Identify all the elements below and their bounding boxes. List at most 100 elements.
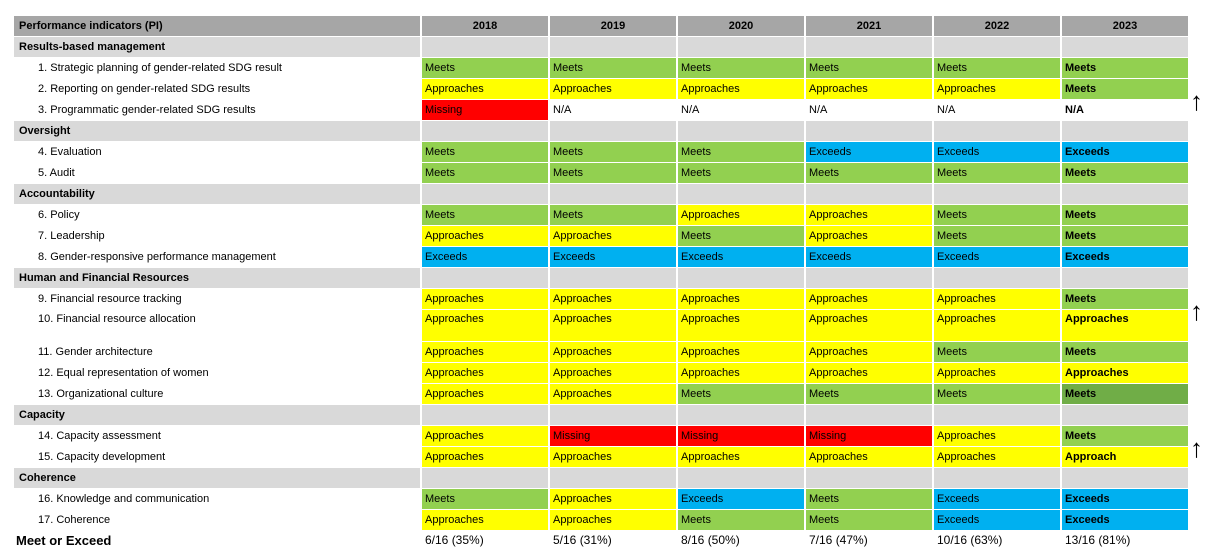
status-cell: Approaches	[806, 363, 932, 383]
section-row-cell	[422, 37, 548, 57]
section-row-label: Accountability	[14, 184, 420, 204]
section-row-cell	[422, 468, 548, 488]
section-row-cell	[934, 468, 1060, 488]
status-cell: Approaches	[806, 447, 932, 467]
status-cell: N/A	[1065, 103, 1084, 116]
year-header-2023: 2023	[1062, 16, 1188, 36]
status-cell: Exceeds	[1062, 247, 1188, 267]
status-cell: Approaches	[806, 310, 932, 341]
status-cell: Approaches	[422, 384, 548, 404]
section-row-cell	[678, 184, 804, 204]
pi-rating-table: Performance indicators (PI) 2018 2019 2020…	[14, 16, 1205, 551]
status-cell: Approaches	[678, 79, 804, 99]
status-cell: Meets	[550, 205, 676, 225]
section-row-cell	[806, 184, 932, 204]
summary-value: 8/16 (50%)	[681, 533, 740, 548]
year-header-2020: 2020	[678, 16, 804, 36]
status-cell: Approaches	[934, 426, 1060, 446]
section-row-cell	[806, 121, 932, 141]
status-cell: Meets	[1062, 79, 1188, 99]
status-cell: Approaches	[934, 79, 1060, 99]
indicator-label: 13. Organizational culture	[14, 384, 420, 404]
section-row-cell	[934, 37, 1060, 57]
status-cell: Meets	[422, 489, 548, 509]
status-cell: Approaches	[934, 310, 1060, 341]
section-row-cell	[422, 184, 548, 204]
status-cell: Approaches	[678, 289, 804, 309]
status-cell: Approaches	[422, 447, 548, 467]
status-cell: Meets	[550, 163, 676, 183]
status-cell: Approaches	[422, 289, 548, 309]
year-header-2018: 2018	[422, 16, 548, 36]
status-cell: Approaches	[550, 226, 676, 246]
status-cell: Approaches	[806, 289, 932, 309]
status-cell: Approaches	[422, 310, 548, 341]
status-cell: Meets	[934, 58, 1060, 78]
status-cell: Approaches	[678, 205, 804, 225]
year-header-2021: 2021	[806, 16, 932, 36]
status-cell: Exceeds	[934, 247, 1060, 267]
status-cell: Meets	[678, 58, 804, 78]
status-cell: Approaches	[422, 510, 548, 530]
status-cell: Exceeds	[806, 142, 932, 162]
status-cell: Meets	[1062, 289, 1188, 309]
status-cell: Meets	[422, 58, 548, 78]
status-cell: Approaches	[1062, 363, 1188, 383]
section-row-cell	[550, 268, 676, 288]
section-row-cell	[550, 121, 676, 141]
status-cell: Approaches	[422, 79, 548, 99]
status-cell: Approaches	[678, 363, 804, 383]
status-cell: Meets	[806, 510, 932, 530]
indicator-label: 1. Strategic planning of gender-related …	[14, 58, 420, 78]
section-row-cell	[806, 268, 932, 288]
status-cell: Approaches	[934, 289, 1060, 309]
status-cell: Exceeds	[550, 247, 676, 267]
status-cell: Approaches	[934, 363, 1060, 383]
indicator-label: 3. Programmatic gender-related SDG resul…	[14, 100, 420, 120]
section-row-cell	[934, 184, 1060, 204]
status-cell: Meets	[422, 142, 548, 162]
section-row-cell	[678, 405, 804, 425]
status-cell: Exceeds	[806, 247, 932, 267]
status-cell: Meets	[1062, 163, 1188, 183]
summary-row-label: Meet or Exceed	[16, 532, 112, 548]
status-cell: Meets	[1062, 205, 1188, 225]
indicator-label: 17. Coherence	[14, 510, 420, 530]
section-row-cell	[550, 37, 676, 57]
status-cell: Meets	[422, 205, 548, 225]
status-cell: Approaches	[550, 447, 676, 467]
table-title-header: Performance indicators (PI)	[14, 16, 420, 36]
status-cell: Exceeds	[678, 489, 804, 509]
status-cell: Approaches	[678, 447, 804, 467]
status-cell: Meets	[806, 58, 932, 78]
status-cell: Meets	[550, 142, 676, 162]
status-cell: Missing	[678, 426, 804, 446]
year-header-2022: 2022	[934, 16, 1060, 36]
section-row-cell	[1062, 184, 1188, 204]
section-row-cell	[550, 184, 676, 204]
status-cell: Approaches	[550, 489, 676, 509]
indicator-label: 8. Gender-responsive performance managem…	[14, 247, 420, 267]
summary-value: 7/16 (47%)	[809, 533, 868, 548]
status-cell: Approaches	[934, 447, 1060, 467]
status-cell: Approaches	[806, 342, 932, 362]
indicator-label: 6. Policy	[14, 205, 420, 225]
status-cell: Meets	[1062, 342, 1188, 362]
status-cell: Exceeds	[678, 247, 804, 267]
status-cell: Approaches	[678, 342, 804, 362]
section-row-cell	[806, 405, 932, 425]
status-cell: Meets	[934, 226, 1060, 246]
section-row-cell	[1062, 268, 1188, 288]
status-cell: Approaches	[550, 510, 676, 530]
section-row-cell	[934, 405, 1060, 425]
status-cell: Missing	[422, 100, 548, 120]
status-cell: Meets	[1062, 426, 1188, 446]
status-cell: Approaches	[806, 226, 932, 246]
status-cell: Approaches	[550, 289, 676, 309]
status-cell: Meets	[1062, 226, 1188, 246]
status-cell: Approaches	[678, 310, 804, 341]
section-row-cell	[1062, 405, 1188, 425]
section-row-cell	[934, 268, 1060, 288]
section-row-label: Capacity	[14, 405, 420, 425]
status-cell: Meets	[678, 226, 804, 246]
